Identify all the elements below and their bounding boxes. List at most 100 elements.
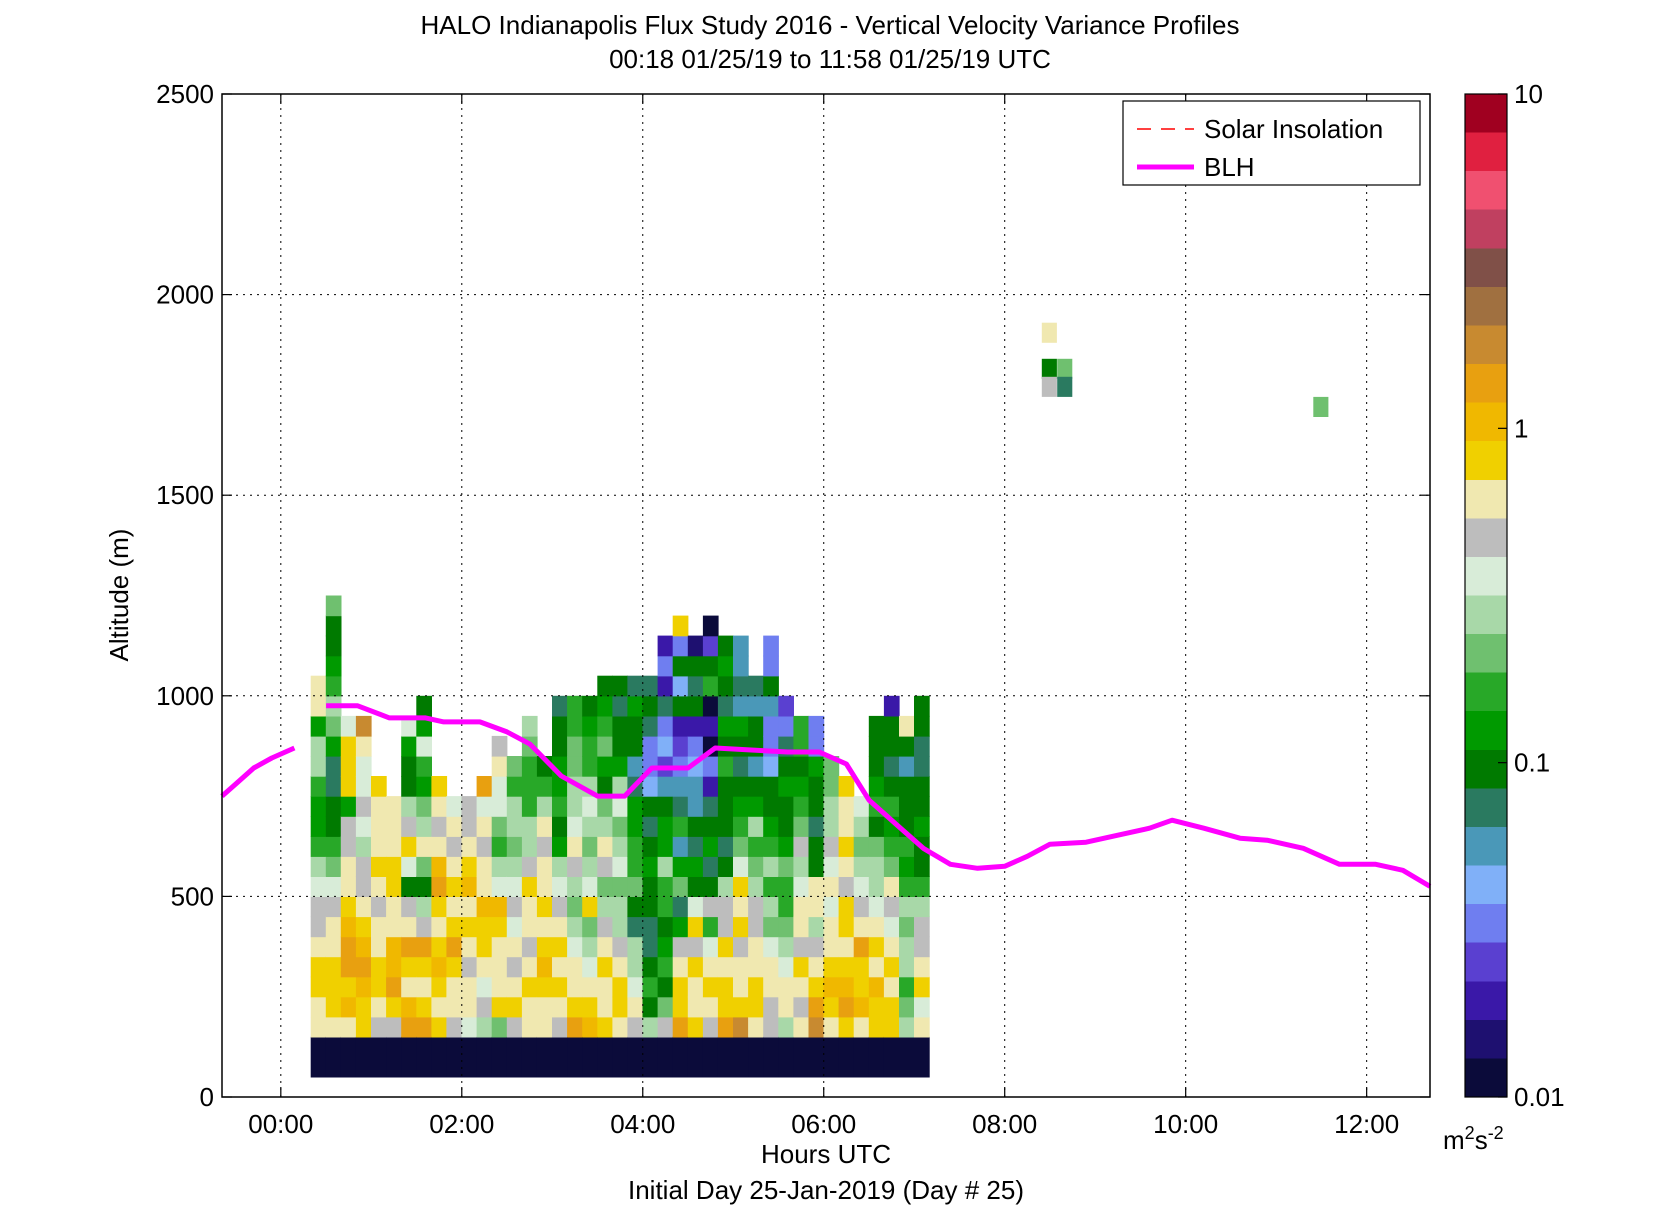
heatmap-cell [702, 635, 719, 657]
heatmap-cell [310, 956, 327, 978]
heatmap-cell [672, 976, 689, 998]
heatmap-cell [672, 796, 689, 817]
heatmap-cell [899, 735, 915, 757]
heatmap-cell [310, 896, 327, 918]
heatmap-cell [748, 976, 764, 998]
heatmap-cell [446, 856, 463, 877]
heatmap-cell [883, 856, 900, 877]
heatmap-cell [793, 816, 810, 837]
x-tick-label: 08:00 [972, 1109, 1037, 1139]
heatmap-cell [401, 856, 417, 877]
heatmap-cell [657, 996, 674, 1018]
heatmap-cell [386, 1016, 402, 1038]
heatmap-cell [431, 936, 448, 958]
heatmap-cell [627, 756, 644, 777]
heatmap-cell [883, 776, 900, 797]
heatmap-cell [808, 916, 825, 938]
heatmap-cell [355, 816, 372, 837]
heatmap-cell [567, 735, 583, 757]
heatmap-cell [552, 956, 568, 978]
heatmap-cell [808, 856, 825, 877]
heatmap-cell [325, 756, 342, 777]
heatmap-cell [476, 956, 493, 978]
heatmap-cell [733, 776, 749, 797]
heatmap-cell [868, 856, 885, 877]
heatmap-cell [461, 1036, 478, 1078]
heatmap-cell [687, 936, 704, 958]
heatmap-cell [461, 976, 478, 998]
heatmap-cell [355, 715, 372, 737]
heatmap-cell [838, 876, 855, 897]
heatmap-cell [778, 896, 794, 918]
heatmap-cell [687, 856, 704, 877]
heatmap-cell [702, 695, 719, 717]
heatmap-cell [582, 936, 598, 958]
heatmap-cell [536, 856, 553, 877]
heatmap-cell [702, 615, 719, 637]
heatmap-cell [386, 976, 402, 998]
heatmap-cell [612, 756, 629, 777]
heatmap-cell [521, 876, 538, 897]
heatmap-cell [702, 976, 719, 998]
heatmap-cell [914, 695, 930, 717]
heatmap-cell [325, 595, 342, 617]
heatmap-cell [506, 996, 523, 1018]
heatmap-cell [567, 756, 583, 777]
heatmap-cell [355, 916, 372, 938]
heatmap-cell [642, 695, 659, 717]
heatmap-cell [883, 836, 900, 857]
heatmap-cell [627, 796, 644, 817]
heatmap-cell [582, 816, 598, 837]
heatmap-cell [371, 796, 387, 817]
heatmap-cell [763, 776, 779, 797]
heatmap-cell [899, 976, 915, 998]
heatmap-cell [672, 816, 689, 837]
heatmap-cell [717, 996, 734, 1018]
heatmap-cell [717, 936, 734, 958]
heatmap-cell [521, 796, 538, 817]
heatmap-cell [627, 936, 644, 958]
heatmap-cell [778, 695, 794, 717]
heatmap-cell [687, 695, 704, 717]
heatmap-cell [340, 1036, 357, 1078]
heatmap-cell [446, 896, 463, 918]
heatmap-cell [657, 896, 674, 918]
heatmap-cell [567, 816, 583, 837]
heatmap-cell [672, 936, 689, 958]
heatmap-cell [310, 796, 327, 817]
heatmap-cell [446, 1036, 463, 1078]
heatmap-cell [657, 856, 674, 877]
heatmap-cell [642, 856, 659, 877]
heatmap-cell [687, 956, 704, 978]
heatmap-cell [733, 956, 749, 978]
heatmap-cell [883, 956, 900, 978]
grid-lines [222, 94, 1430, 1097]
heatmap-cell [672, 715, 689, 737]
heatmap-cell [914, 816, 930, 837]
heatmap-cell [491, 876, 508, 897]
heatmap-cell [416, 735, 432, 757]
heatmap-cell [778, 916, 794, 938]
heatmap-cell [446, 936, 463, 958]
heatmap-cell [597, 1036, 613, 1078]
heatmap-cell [401, 896, 417, 918]
heatmap-cell [340, 876, 357, 897]
heatmap-cell [325, 635, 342, 657]
heatmap-cell [325, 796, 342, 817]
heatmap-cell [838, 856, 855, 877]
heatmap-cell [310, 816, 327, 837]
heatmap-cell [899, 796, 915, 817]
heatmap-cell [763, 836, 779, 857]
heatmap-cell [582, 956, 598, 978]
heatmap-cell [808, 796, 825, 817]
heatmap-cell [627, 856, 644, 877]
heatmap-cell [627, 836, 644, 857]
heatmap-cell [401, 876, 417, 897]
heatmap-cell [808, 976, 825, 998]
heatmap-cell [612, 735, 629, 757]
heatmap-cell [733, 655, 749, 677]
heatmap-cell [672, 836, 689, 857]
heatmap-cell [808, 1036, 825, 1078]
heatmap-cell [1057, 358, 1073, 379]
heatmap-cell [687, 635, 704, 657]
